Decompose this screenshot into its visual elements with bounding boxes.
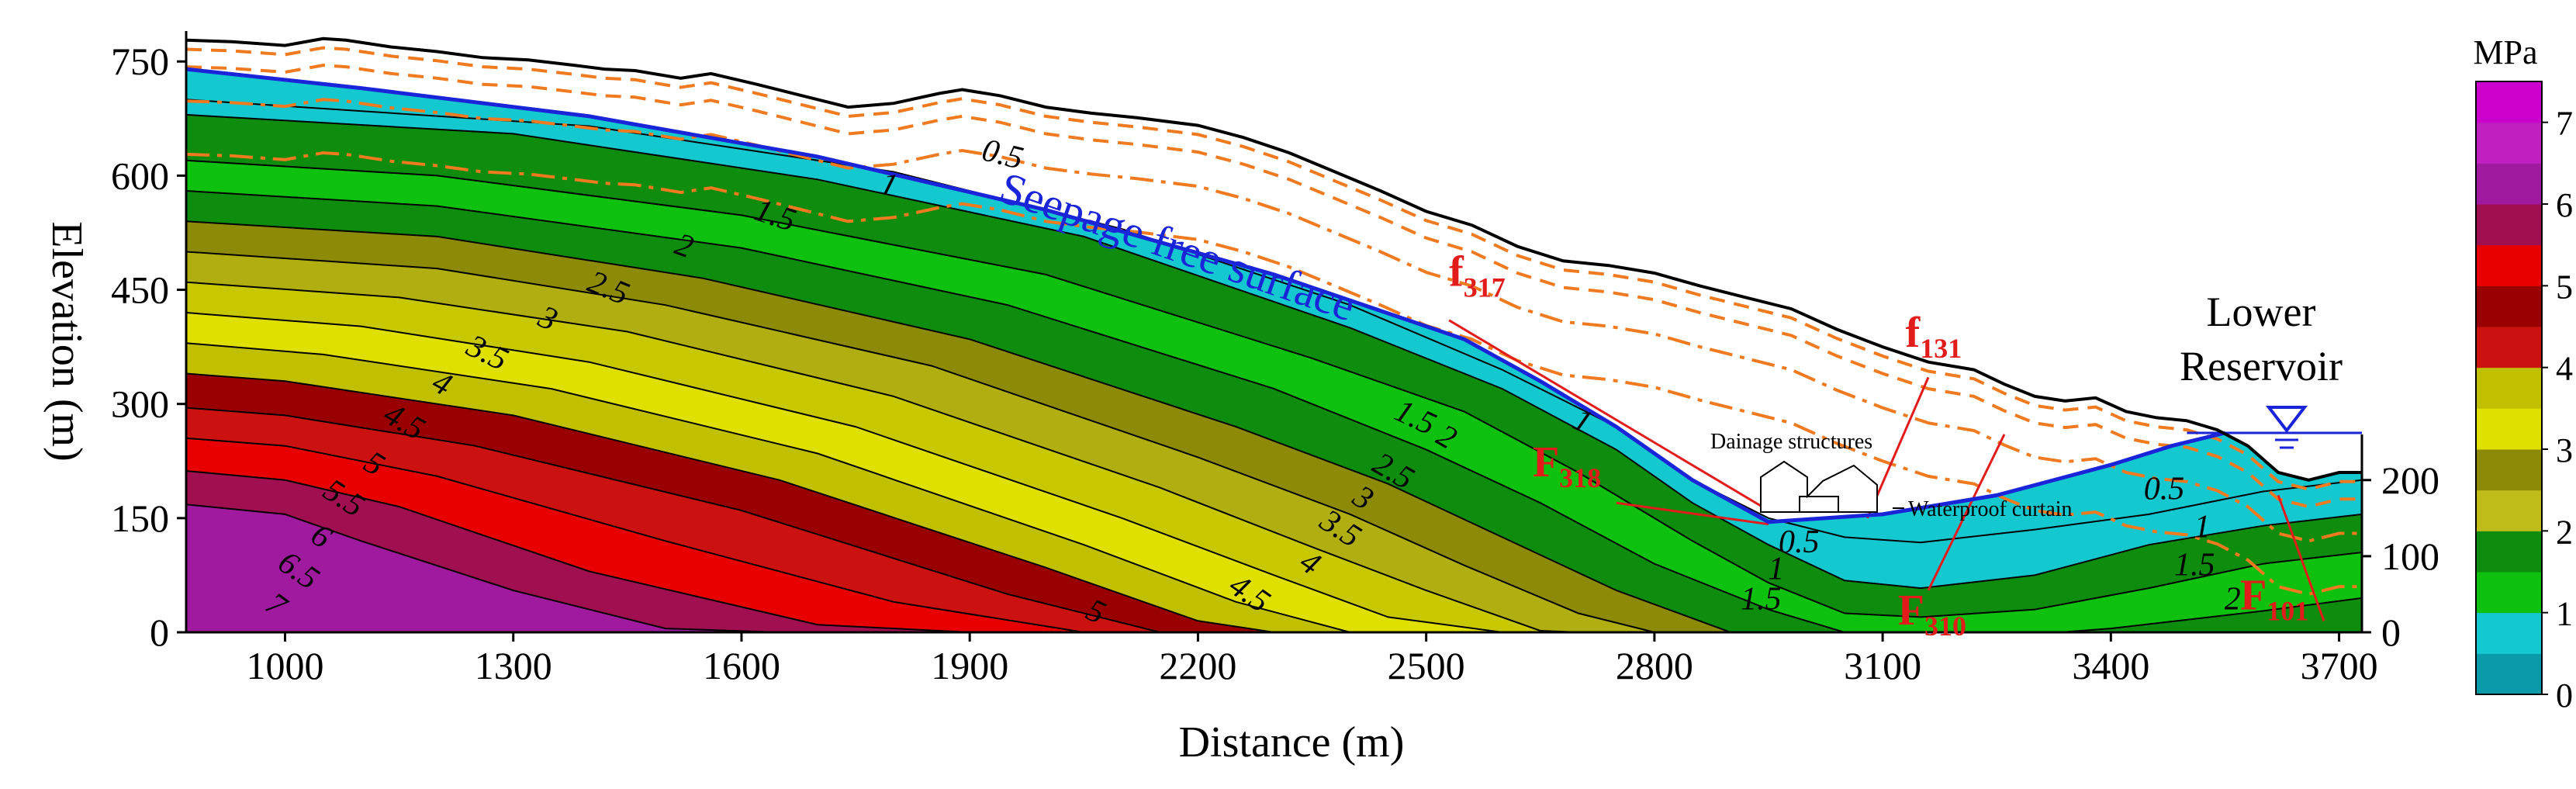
colorbar-segment <box>2476 163 2542 205</box>
colorbar-frame <box>2475 81 2543 695</box>
fault-label-f131: f131 <box>1906 309 1962 364</box>
y-tick-label: 0 <box>150 611 169 654</box>
fault-line-f317 <box>1448 319 1769 512</box>
y-tick-label: 450 <box>111 268 169 312</box>
colorbar-tick-label: 3 <box>2556 431 2573 469</box>
contour-line-2 <box>186 190 2362 632</box>
structures <box>1760 460 1904 513</box>
contour-line-5.5 <box>186 407 1198 632</box>
stress-band <box>186 438 2362 632</box>
x-axis-ticks: 1000 1300 1600 1900 2200 2500 2800 3100 3400 3700 <box>247 632 2378 687</box>
x-tick-label: 2500 <box>1388 644 1465 687</box>
colorbar-segment <box>2476 612 2542 654</box>
colorbar-segment <box>2476 408 2542 450</box>
colorbar-segment <box>2476 204 2542 246</box>
contour-line-4.5 <box>186 342 1411 632</box>
colorbar <box>2475 81 2543 695</box>
x-axis-label: Distance (m) <box>1179 718 1405 767</box>
colorbar-segment <box>2476 653 2542 695</box>
dashed-layer-line <box>186 98 2362 543</box>
plot-area <box>186 46 2362 632</box>
y-axis-label: Elevation (m) <box>43 221 91 461</box>
contour-label: 0.5 <box>1779 524 1820 560</box>
x-tick-label: 1000 <box>247 644 324 687</box>
contour-label: 1.5 <box>1741 582 1782 618</box>
seepage-free-surface-line <box>185 67 2226 524</box>
colorbar-ticks: 0 1 2 3 4 5 6 7 <box>2542 105 2573 715</box>
reservoir-label-line2: Reservoir <box>2180 343 2343 389</box>
x-tick-label: 1600 <box>703 644 780 687</box>
colorbar-tick-label: 2 <box>2556 513 2573 551</box>
right-tick-label: 200 <box>2381 459 2439 502</box>
drainage-label: Dainage structures <box>1710 430 1872 454</box>
contour-line-1 <box>186 113 2362 590</box>
x-tick-label: 3100 <box>1844 644 1921 687</box>
dashed-layer-line <box>186 64 2362 509</box>
fault-label-f317: f317 <box>1449 248 1506 303</box>
colorbar-segment <box>2476 122 2542 164</box>
contour-line-5 <box>186 372 1274 632</box>
contour-line-7 <box>186 504 818 632</box>
surface-profile <box>185 36 2362 524</box>
y-tick-label: 600 <box>111 154 169 197</box>
y-axis-ticks: 0 150 300 450 600 750 <box>111 40 186 654</box>
colorbar-segment <box>2476 531 2542 573</box>
colorbar-segment <box>2476 367 2542 409</box>
x-tick-label: 3400 <box>2072 644 2149 687</box>
x-tick-label: 2800 <box>1616 644 1693 687</box>
colorbar-tick-label: 7 <box>2556 105 2573 143</box>
colorbar-tick-label: 5 <box>2556 268 2573 306</box>
x-tick-label: 2200 <box>1159 644 1236 687</box>
y-tick-label: 750 <box>111 40 169 83</box>
contour-line-2.5 <box>186 220 1731 632</box>
y-tick-label: 300 <box>111 382 169 426</box>
right-tick-label: 0 <box>2381 611 2401 654</box>
x-tick-label: 1900 <box>931 644 1008 687</box>
colorbar-segment <box>2476 490 2542 531</box>
drainage-structure-icon <box>1760 460 1878 513</box>
right-tick-label: 100 <box>2381 535 2439 578</box>
right-axis-ticks: 0 100 200 <box>2362 459 2439 654</box>
contour-line-3 <box>186 251 1655 632</box>
contour-line-4 <box>186 312 1502 632</box>
colorbar-tick-label: 0 <box>2556 677 2573 715</box>
water-level-icon <box>2265 406 2308 449</box>
ground-surface-line <box>185 36 2362 482</box>
colorbar-tick-label: 4 <box>2556 350 2573 388</box>
fault-line-F310 <box>1927 434 2006 591</box>
fault-line-F318 <box>1616 501 1769 526</box>
fault-lines <box>1448 319 2325 621</box>
contour-label: 1 <box>1768 551 1784 587</box>
dashed-layer-line <box>186 151 2362 596</box>
dashed-layers <box>186 46 2362 596</box>
colorbar-tick-label: 6 <box>2556 186 2573 224</box>
dashed-layer-line <box>186 46 2362 491</box>
stress-band <box>186 504 2362 632</box>
contour-line-6 <box>186 437 1122 632</box>
x-tick-label: 3700 <box>2301 644 2378 687</box>
contour-label: 2 <box>2225 582 2241 618</box>
colorbar-segment <box>2476 327 2542 369</box>
colorbar-segment <box>2476 449 2542 491</box>
contour-line-1.5 <box>186 159 2362 618</box>
stress-bands <box>186 69 2362 632</box>
fault-line-F101 <box>2277 494 2325 621</box>
contour-label: 1.5 <box>2174 547 2215 583</box>
contour-line-6.5 <box>186 470 1008 632</box>
colorbar-segment <box>2476 81 2542 123</box>
colorbar-title: MPa <box>2473 33 2537 71</box>
x-tick-label: 1300 <box>475 644 552 687</box>
contour-label: 0.5 <box>2144 471 2185 507</box>
colorbar-segment <box>2476 572 2542 614</box>
contour-line-3.5 <box>186 281 1578 632</box>
contour-label: 1 <box>2194 509 2211 545</box>
reservoir-label-line1: Lower <box>2207 289 2316 335</box>
colorbar-tick-label: 1 <box>2556 595 2573 633</box>
curtain-label: Waterproof curtain <box>1908 497 2073 521</box>
y-tick-label: 150 <box>111 497 169 540</box>
colorbar-segment <box>2476 285 2542 327</box>
colorbar-segment <box>2476 244 2542 286</box>
